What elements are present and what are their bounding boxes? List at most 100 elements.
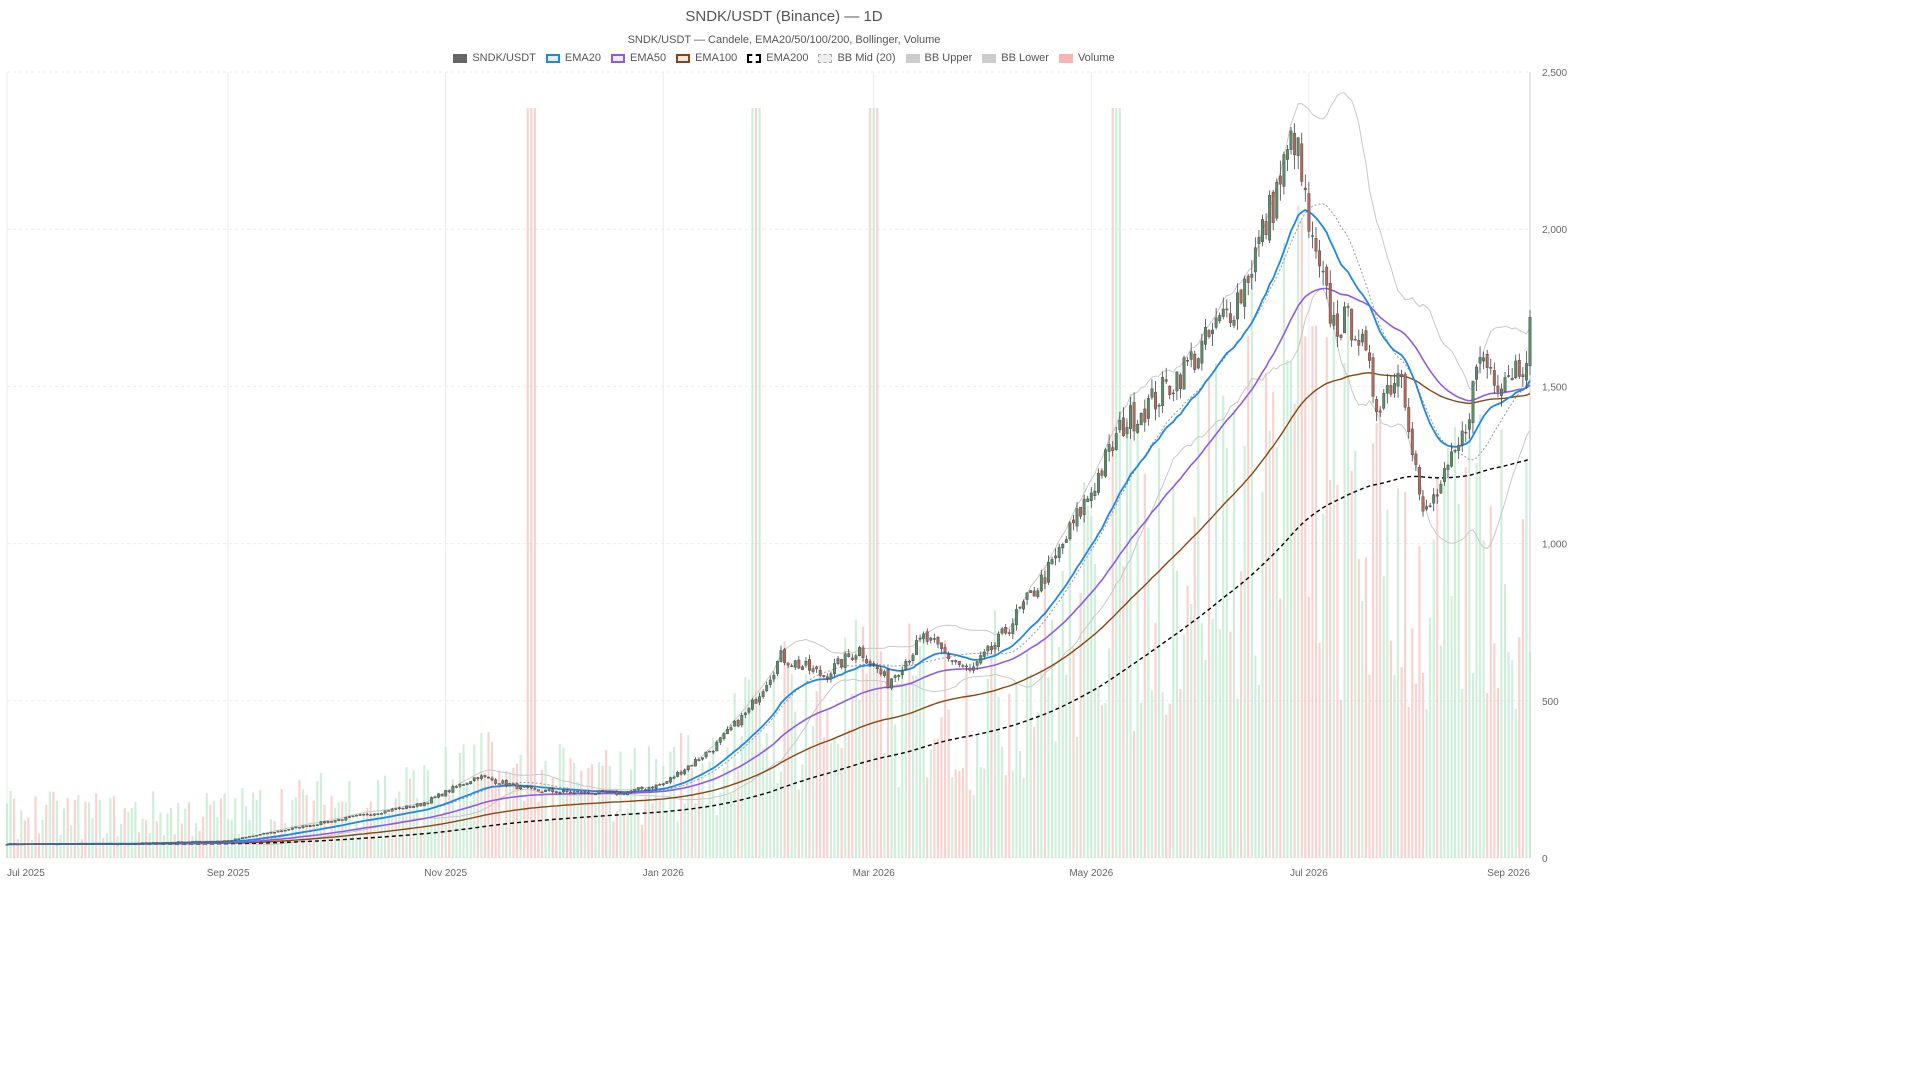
candle-body: [975, 661, 979, 666]
candle-body: [226, 840, 230, 842]
candle-body: [526, 786, 530, 788]
candle-body: [886, 669, 890, 688]
volume-bar: [1225, 448, 1228, 858]
volume-bar: [487, 731, 490, 858]
legend-item[interactable]: BB Upper: [905, 52, 972, 64]
candle-body: [840, 659, 844, 668]
volume-bar: [1129, 393, 1132, 858]
volume-bar: [976, 735, 979, 858]
candle-body: [929, 637, 933, 641]
volume-bar: [708, 761, 711, 858]
volume-bar: [202, 816, 205, 858]
legend-item[interactable]: EMA200: [747, 52, 808, 64]
volume-bar: [1115, 108, 1118, 858]
volume-bar: [794, 711, 797, 858]
candle-body: [1414, 453, 1418, 465]
candle-body: [1236, 292, 1239, 320]
volume-bar: [1371, 443, 1375, 858]
volume-bar: [1150, 690, 1153, 858]
volume-bar: [1122, 566, 1125, 858]
candle-body: [611, 791, 615, 793]
legend-item[interactable]: BB Mid (20): [818, 52, 896, 64]
candle-body: [1261, 219, 1264, 242]
candle-body: [294, 826, 298, 829]
legend-item[interactable]: BB Lower: [982, 52, 1049, 64]
candle-body: [1432, 494, 1436, 504]
chart-plot: Jul 2025 Sep 2025 Nov 2025 Jan 2026 Mar 2026…: [5, 68, 1567, 879]
legend-item[interactable]: Volume: [1058, 52, 1115, 64]
volume-bar: [1108, 648, 1111, 858]
candle-body: [940, 642, 943, 650]
volume-bar: [1361, 601, 1364, 858]
volume-bar: [836, 744, 840, 858]
volume-bar: [1297, 205, 1300, 858]
volume-bar: [1193, 516, 1196, 858]
legend-item[interactable]: EMA100: [676, 52, 737, 64]
candle-body: [850, 657, 854, 660]
volume-bar: [362, 811, 365, 858]
candle-body: [882, 671, 886, 676]
volume-bar: [1054, 741, 1057, 858]
legend-label: EMA20: [564, 52, 601, 64]
volume-bar: [1058, 646, 1061, 858]
volume-bar: [1118, 108, 1121, 858]
volume-bar: [1264, 373, 1268, 858]
candle-body: [986, 645, 990, 652]
candle-body: [668, 777, 672, 783]
candle-body: [815, 666, 819, 670]
candle-body: [676, 772, 679, 777]
candle-body: [775, 661, 779, 675]
volume-bar: [526, 108, 529, 858]
candle-body: [333, 820, 337, 823]
volume-bar: [1400, 666, 1403, 858]
volume-bar: [223, 793, 226, 858]
candle-body: [576, 791, 580, 793]
candle-body: [1154, 392, 1157, 410]
volume-bar: [159, 812, 162, 858]
candle-body: [1157, 404, 1161, 407]
candle-body: [583, 791, 587, 794]
candle-body: [1353, 339, 1357, 341]
candle-body: [419, 803, 423, 807]
volume-bar: [915, 675, 918, 858]
volume-bar: [84, 801, 87, 858]
candle-body: [191, 841, 194, 843]
volume-bar: [1414, 683, 1417, 858]
volume-bar: [1240, 571, 1243, 858]
candle-body: [390, 808, 394, 812]
volume-bar: [894, 724, 897, 858]
candle-body: [1068, 522, 1072, 540]
candle-body: [907, 660, 911, 663]
candle-body: [101, 843, 105, 845]
volume-bar: [351, 833, 355, 858]
volume-bar: [1197, 391, 1200, 858]
candle-body: [504, 779, 508, 786]
candle-body: [444, 790, 448, 797]
volume-bar: [1229, 631, 1232, 858]
candle-body: [237, 838, 241, 840]
volume-bar: [1072, 647, 1075, 858]
legend-item[interactable]: EMA20: [545, 52, 601, 64]
candle-body: [1161, 377, 1165, 406]
volume-bar: [298, 779, 301, 858]
candle-body: [890, 678, 893, 689]
candle-body: [947, 654, 951, 659]
candle-body: [1221, 308, 1225, 317]
candle-body: [308, 825, 312, 827]
legend-item[interactable]: SNDK/USDT: [453, 52, 536, 64]
candle-body: [255, 835, 259, 837]
candle-body: [1300, 143, 1304, 182]
volume-bar: [951, 777, 954, 858]
volume-bar: [109, 798, 112, 858]
volume-bar: [1222, 395, 1225, 858]
legend-label: BB Mid (20): [837, 52, 896, 64]
candle-body: [733, 720, 737, 727]
volume-bar: [1286, 359, 1289, 858]
volume-bar: [187, 802, 190, 858]
candle-body: [800, 666, 804, 671]
legend-item[interactable]: EMA50: [610, 52, 666, 64]
volume-bar: [658, 799, 661, 858]
volume-bar: [1454, 427, 1457, 858]
candle-body: [594, 793, 597, 795]
volume-bar: [1478, 413, 1482, 858]
